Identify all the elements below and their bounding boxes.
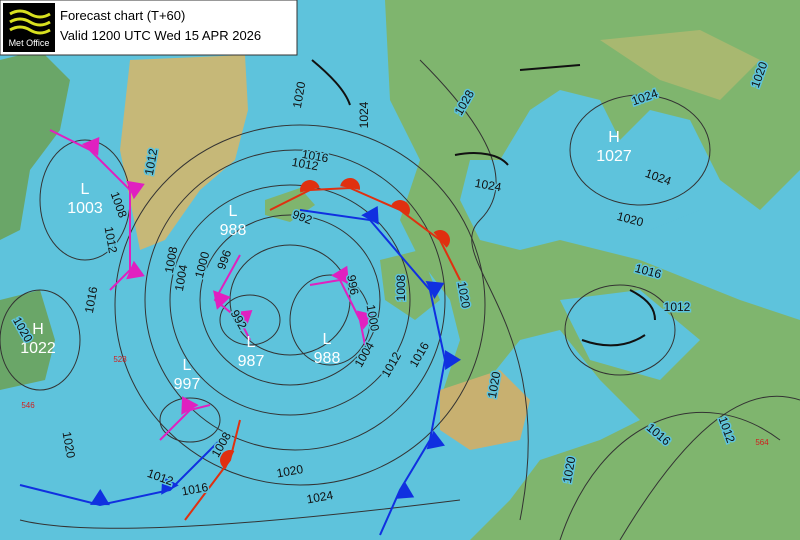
centre-type: L <box>229 203 238 220</box>
isobar-label: 1012 <box>142 147 160 176</box>
chart-title: Forecast chart (T+60) <box>60 8 185 23</box>
fronts <box>19 59 656 536</box>
isobar-label: 1024 <box>305 488 334 506</box>
isobar-label: 1020 <box>455 280 473 309</box>
centre-type: L <box>247 334 256 351</box>
centre-type: L <box>81 181 90 198</box>
centre-type: L <box>183 357 192 374</box>
centre-type: H <box>608 129 620 146</box>
header: Met Office Forecast chart (T+60) Valid 1… <box>0 0 298 56</box>
centre-value: 988 <box>314 350 341 367</box>
isobar-label: 996 <box>344 274 361 296</box>
valid-time: Valid 1200 UTC Wed 15 APR 2026 <box>60 28 261 43</box>
isobar-label: 1020 <box>485 370 503 399</box>
isobar-label: 1020 <box>290 80 308 109</box>
isobar-label: 1016 <box>180 480 209 498</box>
isobar-label: 1012 <box>291 155 320 173</box>
isobar-label: 1024 <box>474 176 503 194</box>
isobar-label: 1016 <box>301 147 330 165</box>
centre-value: 987 <box>238 353 265 370</box>
isobar-label: 1008 <box>162 245 180 274</box>
isobar-label: 1020 <box>60 430 78 459</box>
centre-value: 988 <box>220 222 247 239</box>
centre-value: 1022 <box>20 340 56 357</box>
centre-value: 1003 <box>67 200 103 217</box>
thickness-label: 546 <box>21 401 35 410</box>
centre-value: 1027 <box>596 148 632 165</box>
isobar-label: 1016 <box>82 285 100 314</box>
isobar-label: 1020 <box>275 462 304 480</box>
isobar-label: 1012 <box>102 225 120 254</box>
thickness-label: 564 <box>755 438 769 447</box>
isobar-label: 1008 <box>394 274 408 301</box>
logo-text: Met Office <box>9 38 50 48</box>
isobar-label: 1020 <box>560 455 578 484</box>
centre-value: 997 <box>174 376 201 393</box>
isobar-label: 1012 <box>664 300 691 314</box>
isobar-label: 1024 <box>357 101 371 128</box>
thickness-label: 528 <box>113 355 127 364</box>
centre-type: L <box>323 331 332 348</box>
centre-type: H <box>32 321 44 338</box>
isobar-label: 1000 <box>364 303 382 332</box>
isobar-label: 1004 <box>172 263 190 292</box>
